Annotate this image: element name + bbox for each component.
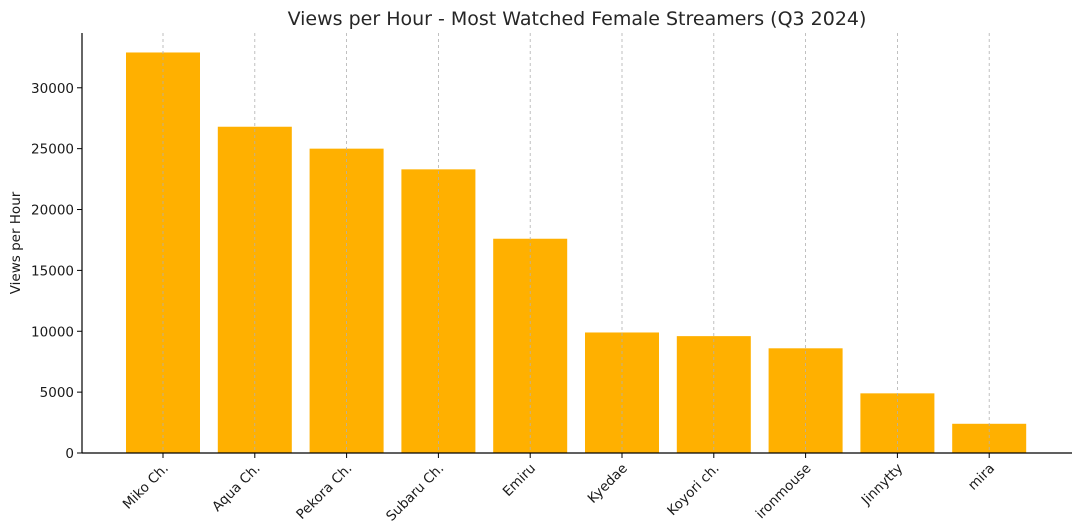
x-tick-label: Emiru — [500, 461, 539, 500]
x-tick-label: ironmouse — [753, 461, 815, 523]
y-tick-label: 5000 — [40, 385, 74, 401]
x-tick-label: mira — [965, 461, 998, 494]
bars-layer — [126, 52, 1027, 454]
bar — [309, 148, 384, 454]
x-tick-label: Miko Ch. — [120, 461, 172, 513]
x-tick-label: Aqua Ch. — [209, 461, 263, 515]
y-tick-label: 20000 — [31, 203, 74, 219]
y-tick-label: 15000 — [31, 263, 74, 279]
x-tick-label: Jinnytty — [858, 461, 906, 509]
x-tick-label: Subaru Ch. — [383, 461, 447, 525]
x-tick-label: Kyedae — [585, 461, 631, 507]
axes-layer — [81, 33, 1072, 454]
x-tick-label: Koyori ch. — [664, 461, 722, 519]
x-tick-label: Pekora Ch. — [293, 461, 355, 523]
bar — [217, 126, 292, 453]
x-ticks: Miko Ch. Aqua Ch. Pekora Ch. Subaru Ch. Emir… — [120, 453, 998, 525]
chart-title: Views per Hour - Most Watched Female Str… — [288, 8, 867, 30]
y-tick-label: 10000 — [31, 324, 74, 340]
y-tick-label: 30000 — [31, 81, 74, 97]
grid-layer — [162, 33, 990, 453]
bar — [585, 332, 659, 453]
y-tick-label: 0 — [65, 446, 74, 462]
y-axis-label: Views per Hour — [8, 191, 24, 294]
y-tick-label: 25000 — [31, 142, 74, 158]
y-ticks: 0 5000 10000 15000 20000 25000 30000 — [31, 81, 82, 462]
